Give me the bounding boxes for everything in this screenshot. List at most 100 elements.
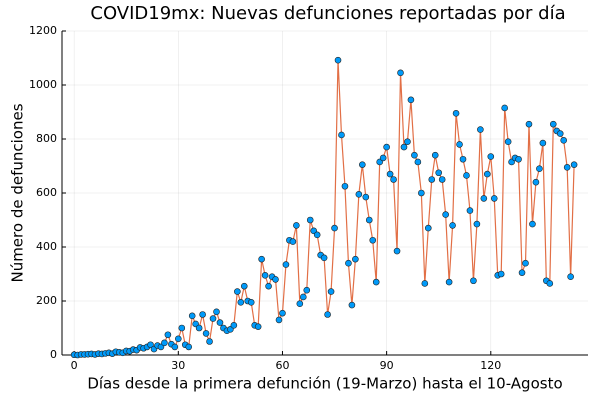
data-point bbox=[463, 172, 470, 179]
data-point bbox=[473, 220, 481, 228]
data-point bbox=[390, 176, 397, 183]
data-point bbox=[404, 138, 411, 145]
y-tick-label: 200 bbox=[36, 294, 57, 307]
chart-title: COVID19mx: Nuevas defunciones reportadas… bbox=[90, 3, 565, 24]
data-point bbox=[515, 155, 522, 163]
data-point bbox=[386, 170, 394, 178]
data-point bbox=[487, 153, 495, 160]
data-point bbox=[466, 207, 474, 214]
data-point bbox=[480, 195, 488, 202]
data-point bbox=[369, 236, 377, 244]
data-point bbox=[188, 312, 196, 320]
data-point bbox=[477, 126, 484, 133]
data-point bbox=[379, 154, 387, 162]
y-tick-label: 0 bbox=[50, 348, 57, 361]
data-point bbox=[300, 293, 307, 301]
data-point bbox=[504, 138, 512, 145]
data-point bbox=[206, 338, 213, 345]
data-point bbox=[234, 288, 241, 295]
data-point bbox=[199, 311, 206, 318]
data-point bbox=[490, 195, 498, 202]
data-point bbox=[355, 191, 363, 198]
data-point bbox=[258, 255, 265, 263]
data-point bbox=[560, 137, 567, 144]
data-point bbox=[456, 141, 463, 148]
data-point bbox=[324, 311, 331, 318]
data-point bbox=[424, 224, 432, 232]
data-point bbox=[421, 280, 429, 287]
data-point bbox=[539, 139, 547, 147]
data-point bbox=[195, 324, 203, 332]
data-point bbox=[359, 161, 366, 168]
data-point bbox=[414, 158, 422, 166]
data-point bbox=[230, 321, 238, 329]
data-point bbox=[265, 282, 272, 290]
data-point bbox=[536, 165, 543, 172]
data-point bbox=[261, 272, 269, 279]
data-point bbox=[452, 110, 460, 117]
data-point bbox=[393, 247, 401, 255]
x-tick-label: 0 bbox=[71, 359, 78, 372]
data-point bbox=[296, 300, 304, 308]
data-point bbox=[362, 193, 370, 201]
data-line bbox=[74, 60, 575, 356]
data-point bbox=[216, 319, 224, 326]
data-point bbox=[484, 170, 491, 178]
data-point bbox=[428, 176, 436, 183]
data-point bbox=[449, 222, 456, 229]
data-point bbox=[331, 224, 338, 232]
data-point bbox=[549, 120, 557, 128]
data-point bbox=[240, 282, 248, 290]
data-point bbox=[306, 216, 314, 224]
data-point bbox=[497, 270, 505, 278]
data-point bbox=[435, 169, 443, 177]
data-point bbox=[532, 178, 540, 186]
data-point bbox=[352, 255, 359, 263]
data-point bbox=[345, 259, 352, 267]
data-point bbox=[546, 280, 554, 287]
data-point bbox=[237, 299, 245, 306]
y-tick-label: 1000 bbox=[29, 78, 57, 91]
data-point bbox=[161, 339, 168, 347]
data-point bbox=[293, 222, 300, 229]
data-point bbox=[282, 261, 290, 268]
data-point bbox=[501, 104, 508, 112]
data-point bbox=[525, 120, 533, 128]
x-tick-label: 120 bbox=[480, 359, 501, 372]
data-point bbox=[459, 155, 467, 163]
data-point bbox=[400, 143, 408, 151]
data-point bbox=[247, 299, 255, 306]
data-point bbox=[567, 273, 574, 281]
data-point bbox=[529, 220, 536, 228]
data-point bbox=[431, 151, 439, 159]
data-point bbox=[397, 69, 404, 77]
data-point bbox=[341, 182, 349, 190]
data-point bbox=[178, 324, 186, 332]
y-tick-label: 1200 bbox=[29, 24, 57, 37]
data-point bbox=[185, 343, 193, 351]
data-point bbox=[418, 189, 425, 197]
data-point bbox=[303, 286, 311, 294]
data-point bbox=[320, 254, 328, 262]
data-point bbox=[365, 216, 373, 224]
data-point bbox=[147, 341, 154, 349]
data-point bbox=[570, 161, 578, 168]
data-point bbox=[334, 56, 342, 64]
data-point bbox=[254, 323, 262, 330]
data-point bbox=[313, 231, 321, 239]
data-point bbox=[275, 316, 283, 324]
data-point bbox=[175, 335, 182, 343]
data-point bbox=[348, 301, 356, 309]
x-axis-label: Días desde la primera defunción (19-Marz… bbox=[87, 375, 562, 393]
data-point bbox=[407, 96, 415, 104]
x-tick-label: 30 bbox=[171, 359, 185, 372]
x-tick-label: 90 bbox=[380, 359, 394, 372]
y-tick-label: 400 bbox=[36, 240, 57, 253]
data-point bbox=[411, 151, 418, 159]
data-point bbox=[470, 277, 477, 285]
data-point bbox=[338, 131, 345, 139]
y-axis-label: Número de defunciones bbox=[9, 103, 27, 282]
data-point bbox=[164, 331, 172, 339]
data-point bbox=[272, 276, 279, 283]
